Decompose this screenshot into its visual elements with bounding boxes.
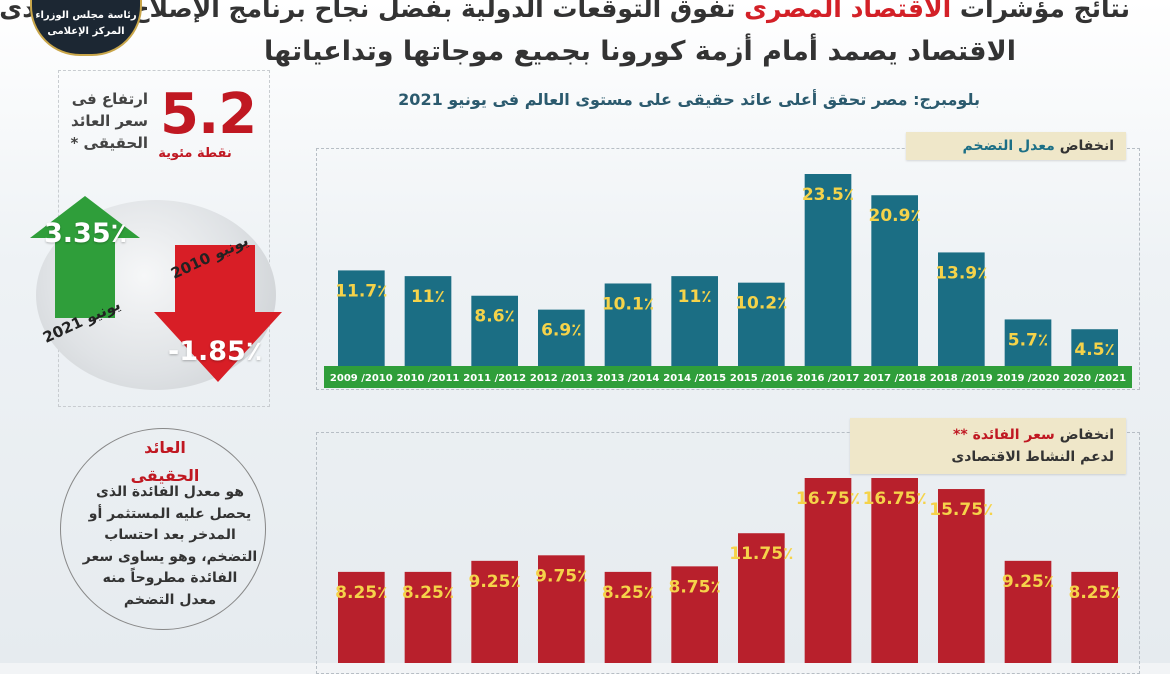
data-label: 8.25٪	[335, 583, 387, 603]
big-value-unit: نقطة مئوية	[158, 146, 232, 161]
tick-label: 2020 /2021	[1063, 373, 1126, 384]
bar	[604, 283, 652, 366]
bar	[871, 195, 918, 366]
tick-label: 2010 /2011	[397, 373, 460, 384]
down-arrow-icon	[154, 245, 282, 382]
up-arrow-value: 3.35٪	[44, 218, 128, 249]
bar	[1004, 560, 1052, 663]
data-label: 8.25٪	[402, 583, 454, 603]
up-arrow-icon	[30, 196, 140, 318]
data-label: 11٪	[678, 287, 712, 307]
inflation-chart-title: انخفاض معدل التضخم	[906, 132, 1126, 160]
bar	[1071, 571, 1118, 663]
headline-accent: الاقتصاد المصرى	[744, 0, 952, 23]
big-value: 5.2	[160, 82, 257, 147]
data-label: 23.5٪	[802, 185, 854, 205]
data-label: 16.75٪	[863, 489, 927, 509]
bar	[538, 309, 585, 366]
bar	[671, 276, 718, 366]
data-label: 8.25٪	[1069, 583, 1121, 603]
headline-post: تفوق التوقعات الدولية بفضل نجاح برنامج ا…	[0, 0, 736, 23]
inflation-title-pre: انخفاض	[1059, 138, 1114, 154]
tick-label: 2009 /2010	[330, 373, 393, 384]
tick-label: 2015 /2016	[730, 373, 793, 384]
data-label: 20.9٪	[869, 206, 921, 226]
bloomberg-subhead: بلومبرج: مصر تحقق أعلى عائد حقيقى على مس…	[398, 90, 980, 109]
data-label: 11.7٪	[335, 281, 387, 301]
interest-title-suffix: **	[953, 427, 968, 443]
data-label: 8.75٪	[669, 577, 721, 597]
data-label: 11.75٪	[729, 544, 793, 564]
inflation-chart-frame	[316, 148, 1140, 390]
data-label: 6.9٪	[541, 321, 582, 341]
real-return-title-1: العائد	[144, 438, 186, 457]
bar	[671, 566, 718, 663]
subheadline: الاقتصاد يصمد أمام أزمة كورونا بجميع موج…	[264, 36, 1016, 67]
headline-pre: نتائج مؤشرات	[959, 0, 1130, 23]
data-label: 9.75٪	[535, 566, 587, 586]
real-return-definition: هو معدل الفائدة الذى يحصل عليه المستثمر …	[82, 484, 258, 608]
data-label: 10.1٪	[602, 294, 654, 314]
bar	[471, 560, 518, 663]
bar	[738, 282, 785, 366]
data-label: 9.25٪	[1002, 572, 1054, 592]
bar	[804, 174, 852, 366]
data-label: 8.6٪	[474, 307, 515, 327]
real-return-title: العائد الحقيقى	[90, 434, 240, 490]
tick-label: 2014 /2015	[663, 373, 726, 384]
bar	[938, 489, 985, 663]
bar	[471, 295, 518, 366]
data-label: 15.75٪	[929, 500, 993, 520]
bar	[604, 571, 652, 663]
bar	[338, 571, 385, 663]
data-label: 11٪	[411, 287, 445, 307]
data-label: 10.2٪	[735, 294, 787, 314]
logo-line-1: رئاسة مجلس الوزراء	[35, 10, 137, 21]
tick-label: 2017 /2018	[863, 373, 926, 384]
x-axis-band	[324, 366, 1132, 388]
data-label: 8.25٪	[602, 583, 654, 603]
rise-label: ارتفاع فى سعر العائد الحقيقى *	[70, 90, 148, 152]
real-return-circle	[60, 428, 266, 630]
bar	[804, 478, 852, 663]
tick-label: 2011 /2012	[463, 373, 526, 384]
tick-label: 2019 /2020	[997, 373, 1060, 384]
tick-label: 2018 /2019	[930, 373, 993, 384]
data-label: 16.75٪	[796, 489, 860, 509]
bar	[871, 478, 918, 663]
tick-label: 2012 /2013	[530, 373, 593, 384]
tick-label: 2013 /2014	[597, 373, 660, 384]
interest-title-accent: سعر الفائدة	[972, 427, 1055, 443]
logo-line-2: المركز الإعلامى	[47, 26, 125, 37]
interest-title-line-1: انخفاض سعر الفائدة **	[862, 424, 1114, 446]
interest-title-line-2: لدعم النشاط الاقتصادى	[951, 449, 1114, 465]
real-return-title-2: الحقيقى	[130, 466, 200, 485]
bar	[338, 270, 385, 366]
tick-label: 2016 /2017	[797, 373, 860, 384]
bar	[738, 533, 785, 663]
headline: نتائج مؤشرات الاقتصاد المصرى تفوق التوقع…	[0, 0, 1130, 23]
down-arrow-value: -1.85٪	[168, 336, 263, 367]
data-label: 13.9٪	[935, 263, 987, 283]
bar	[938, 252, 985, 366]
interest-title-pre: انخفاض	[1059, 427, 1114, 443]
data-label: 4.5٪	[1074, 340, 1115, 360]
bar	[1004, 319, 1052, 366]
bar	[404, 571, 452, 663]
inflation-title-accent: معدل التضخم	[962, 138, 1055, 154]
bar	[1071, 329, 1118, 366]
bar	[538, 555, 585, 663]
bar	[404, 276, 452, 366]
data-label: 5.7٪	[1008, 330, 1049, 350]
data-label: 9.25٪	[469, 572, 521, 592]
interest-chart-title: انخفاض سعر الفائدة ** لدعم النشاط الاقتص…	[850, 418, 1126, 474]
